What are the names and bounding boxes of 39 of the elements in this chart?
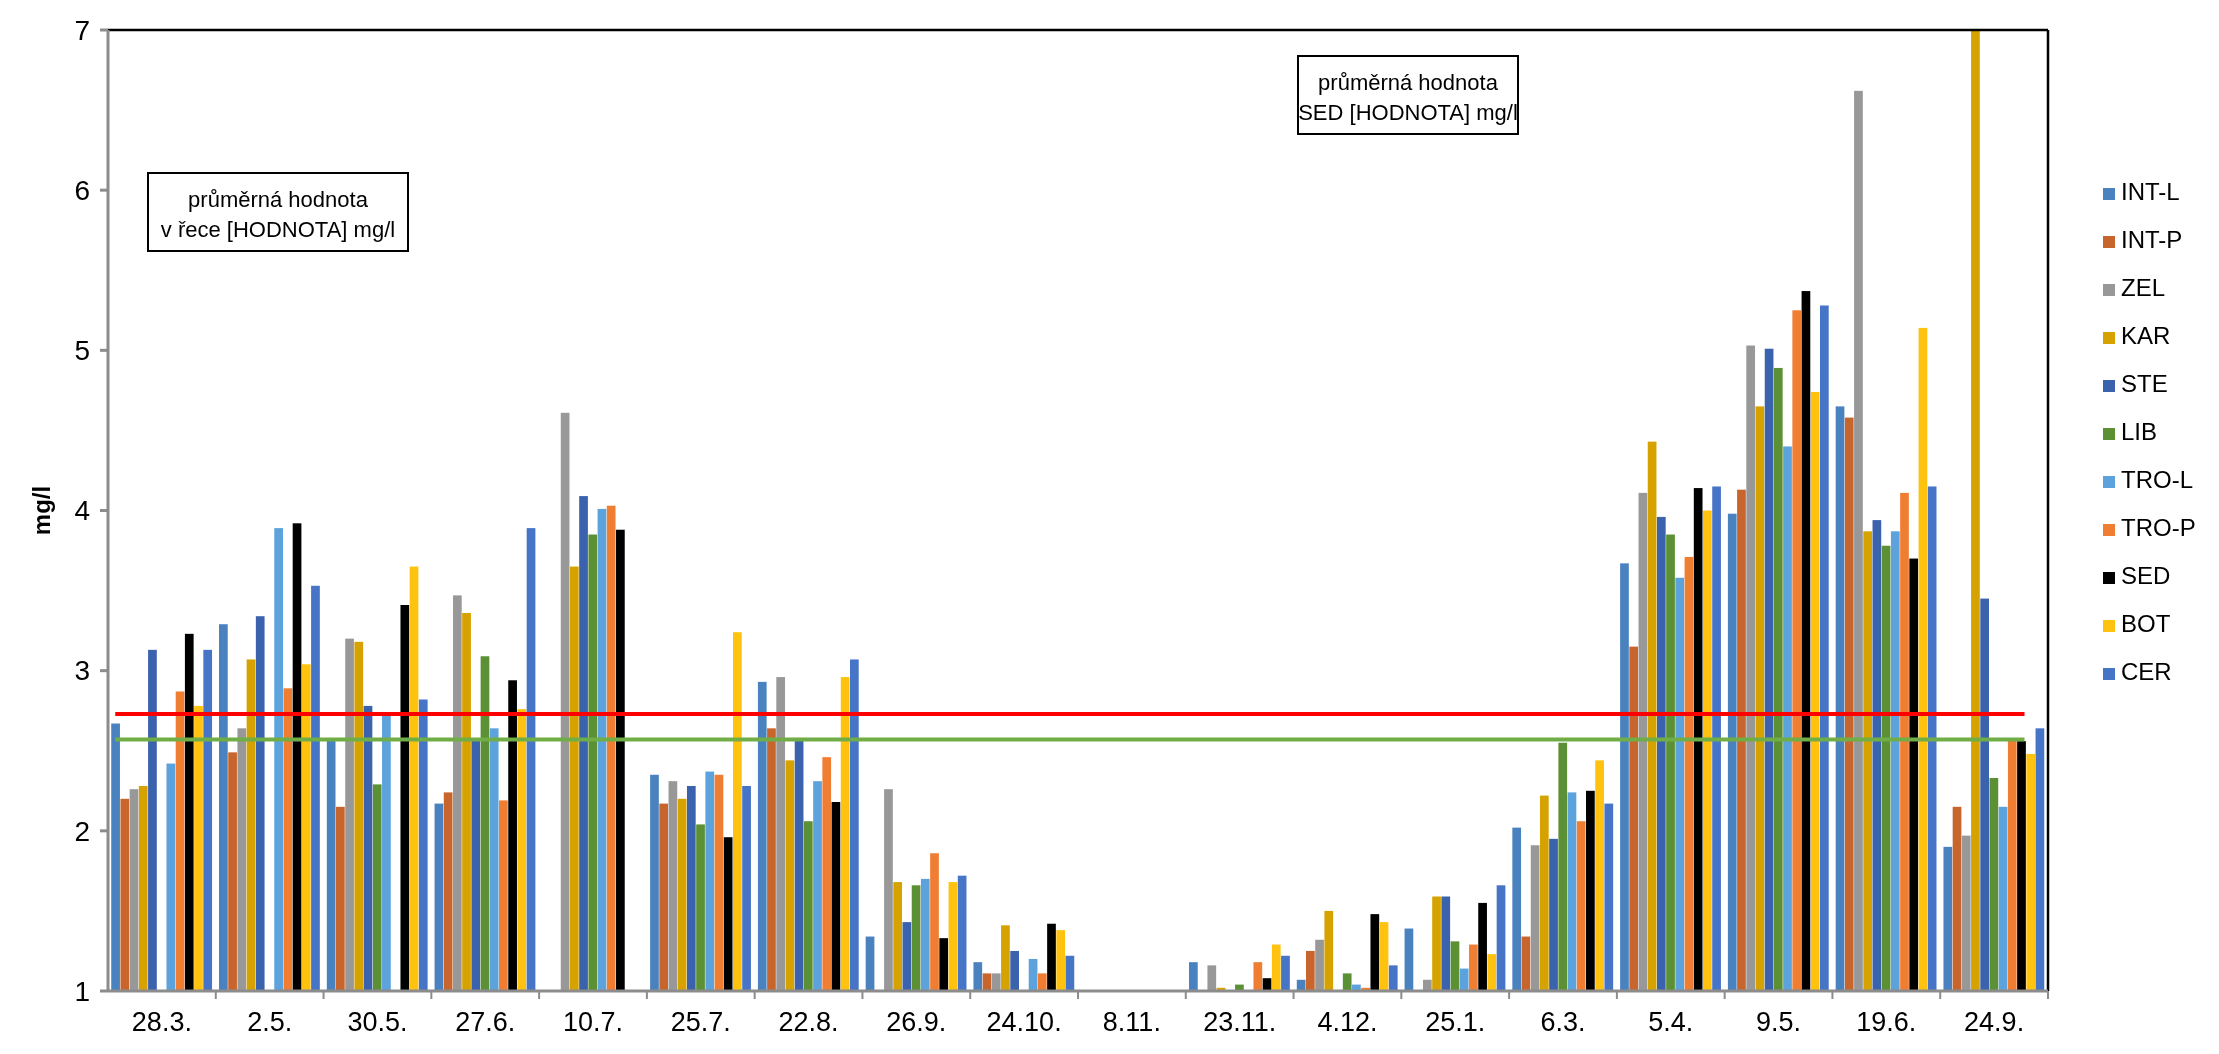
x-tick-label: 23.11. [1203, 1007, 1277, 1037]
x-tick-label: 25.1. [1425, 1007, 1486, 1037]
annotation: průměrná hodnota SED [HODNOTA] mg/l [1298, 70, 1518, 125]
y-tick-label: 1 [74, 975, 90, 1007]
x-tick-label: 22.8. [778, 1007, 839, 1037]
legend-label: INT-L [2121, 178, 2180, 205]
x-tick-label: 30.5. [347, 1007, 408, 1037]
y-tick-label: 6 [74, 174, 90, 206]
x-tick-label: 9.5. [1756, 1007, 1802, 1037]
x-tick-label: 26.9. [886, 1007, 947, 1037]
y-tick-label: 5 [74, 335, 90, 367]
annotation: průměrná hodnota v řece [HODNOTA] mg/l [160, 187, 396, 242]
x-tick-label: 28.3. [131, 1007, 192, 1037]
legend-label: CER [2121, 658, 2172, 685]
y-axis-title: mg/l [28, 485, 55, 536]
y-tick-label: 7 [74, 14, 90, 46]
legend-label: TRO-L [2121, 466, 2193, 493]
legend-label: LIB [2121, 418, 2158, 445]
x-tick-label: 2.5. [247, 1007, 293, 1037]
legend-label: KAR [2121, 322, 2171, 349]
y-tick-label: 4 [74, 495, 90, 527]
x-tick-label: 4.12. [1317, 1007, 1378, 1037]
legend-label: ZEL [2121, 274, 2166, 301]
x-tick-label: 6.3. [1540, 1007, 1586, 1037]
y-tick-label: 2 [74, 815, 90, 847]
legend-label: TRO-P [2121, 514, 2196, 541]
x-tick-label: 25.7. [670, 1007, 731, 1037]
x-tick-label: 27.6. [455, 1007, 516, 1037]
x-tick-label: 8.11. [1102, 1007, 1161, 1037]
legend-label: SED [2121, 562, 2171, 589]
legend-label: BOT [2121, 610, 2171, 637]
legend-label: STE [2121, 370, 2168, 397]
x-tick-label: 5.4. [1648, 1007, 1694, 1037]
x-tick-label: 10.7. [562, 1007, 624, 1037]
legend-label: INT-P [2121, 226, 2183, 253]
x-tick-label: 24.9. [1964, 1007, 2025, 1037]
x-tick-label: 19.6. [1856, 1007, 1917, 1037]
x-tick-label: 24.10. [986, 1007, 1062, 1037]
y-tick-label: 3 [74, 655, 90, 687]
